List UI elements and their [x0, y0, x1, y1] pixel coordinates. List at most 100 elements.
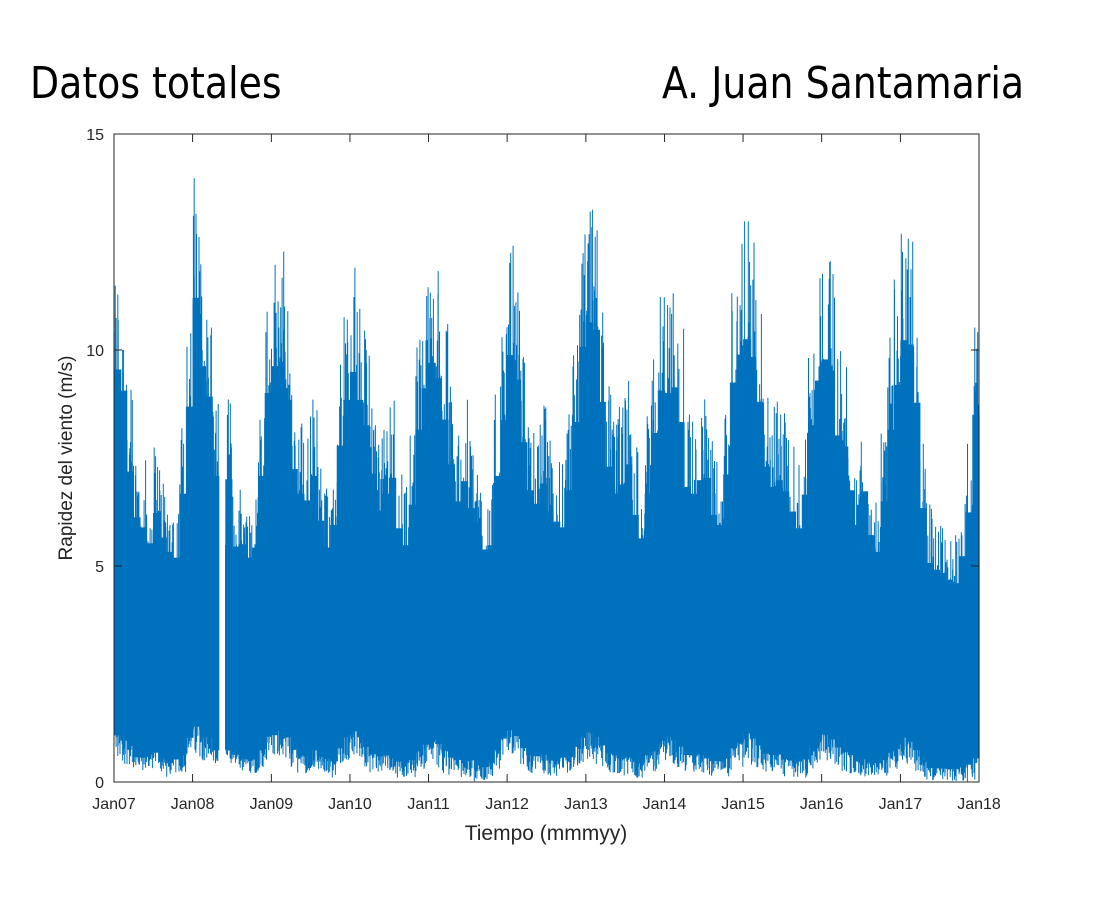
series-band: [474, 522, 482, 766]
series-band: [808, 425, 816, 747]
series-band: [887, 429, 895, 752]
series-band: [546, 511, 554, 761]
series-band: [775, 480, 783, 755]
series-band: [566, 490, 574, 756]
series-band: [126, 471, 134, 746]
series-band: [421, 388, 430, 745]
series-band: [205, 396, 213, 738]
series-band: [638, 538, 646, 763]
series-band: [762, 466, 770, 754]
series-band: [507, 355, 515, 731]
series-band: [618, 484, 626, 759]
series-band: [382, 493, 390, 756]
series-band: [559, 527, 567, 758]
y-tick-label: 15: [86, 127, 104, 144]
series-band: [500, 420, 508, 739]
series-band: [395, 528, 403, 762]
series-band: [867, 535, 875, 763]
series-band: [238, 544, 246, 759]
series-band: [624, 464, 633, 758]
axes-layer: [113, 133, 980, 783]
series-band: [539, 483, 547, 755]
series-band: [349, 371, 358, 732]
series-band: [467, 508, 475, 761]
series-band: [815, 380, 823, 741]
series-band: [755, 401, 764, 746]
series-band: [251, 547, 259, 759]
series-band: [369, 473, 377, 755]
series-band: [415, 429, 423, 752]
series-band: [972, 414, 980, 759]
series-band: [199, 366, 207, 736]
series-band: [172, 557, 181, 760]
series-band: [375, 510, 384, 757]
series-band: [133, 517, 141, 757]
x-tick-label: Jan18: [957, 796, 1001, 813]
series-band: [166, 551, 174, 764]
series-band: [454, 501, 462, 760]
x-tick-label: Jan15: [721, 796, 765, 813]
series-band: [402, 545, 410, 763]
series-band: [231, 546, 240, 755]
x-tick-label: Jan12: [485, 796, 529, 813]
series-band: [631, 514, 639, 761]
x-tick-label: Jan11: [407, 796, 450, 813]
series-band: [290, 469, 298, 750]
series-band: [245, 557, 253, 760]
series-band: [723, 474, 731, 759]
series-band: [795, 528, 803, 762]
series-band: [828, 370, 836, 740]
series-band: [847, 490, 855, 756]
series-band: [408, 504, 416, 761]
series-band: [278, 361, 285, 731]
x-tick-label: Jan09: [250, 796, 294, 813]
series-band: [225, 479, 233, 751]
series-band: [139, 527, 148, 758]
series-band: [801, 494, 810, 760]
series-band: [323, 547, 331, 759]
chart-title-right: A. Juan Santamaria: [661, 58, 1024, 109]
series-band: [860, 491, 869, 760]
series-band: [854, 525, 862, 762]
series-band: [768, 486, 777, 755]
x-tick-label: Jan16: [800, 796, 844, 813]
series-band: [362, 425, 370, 747]
series-band: [264, 393, 272, 737]
series-band: [192, 297, 200, 727]
x-tick-label: Jan14: [643, 796, 687, 813]
series-band: [310, 475, 318, 751]
x-axis-label: Tiempo (mmmyy): [465, 822, 628, 845]
y-tick-label: 10: [86, 343, 104, 360]
series-band: [671, 387, 678, 741]
series-band: [494, 475, 502, 751]
series-band: [585, 322, 594, 733]
series-band: [664, 393, 672, 737]
series-band: [179, 493, 187, 756]
series-band: [388, 477, 397, 759]
series-band: [946, 579, 954, 769]
series-band: [212, 475, 220, 751]
series-band: [880, 501, 888, 760]
series-band: [356, 399, 364, 738]
series-band: [572, 422, 580, 747]
series-band: [919, 508, 927, 761]
y-tick-label: 0: [95, 775, 104, 792]
series-band: [683, 486, 691, 755]
series-band: [874, 551, 882, 764]
series-band: [153, 513, 161, 753]
chart-title-left: Datos totales: [30, 58, 282, 109]
series-band: [336, 445, 344, 749]
series-band: [146, 543, 154, 755]
series-band: [605, 466, 613, 754]
series-band: [553, 521, 561, 762]
series-band: [932, 569, 940, 769]
x-tick-label: Jan07: [92, 796, 136, 813]
series-band: [782, 491, 790, 760]
series-band: [598, 401, 606, 746]
series-band: [703, 477, 711, 759]
series-band: [965, 512, 973, 765]
series-band: [743, 339, 751, 734]
series-band: [893, 384, 901, 745]
series-band: [428, 362, 436, 735]
